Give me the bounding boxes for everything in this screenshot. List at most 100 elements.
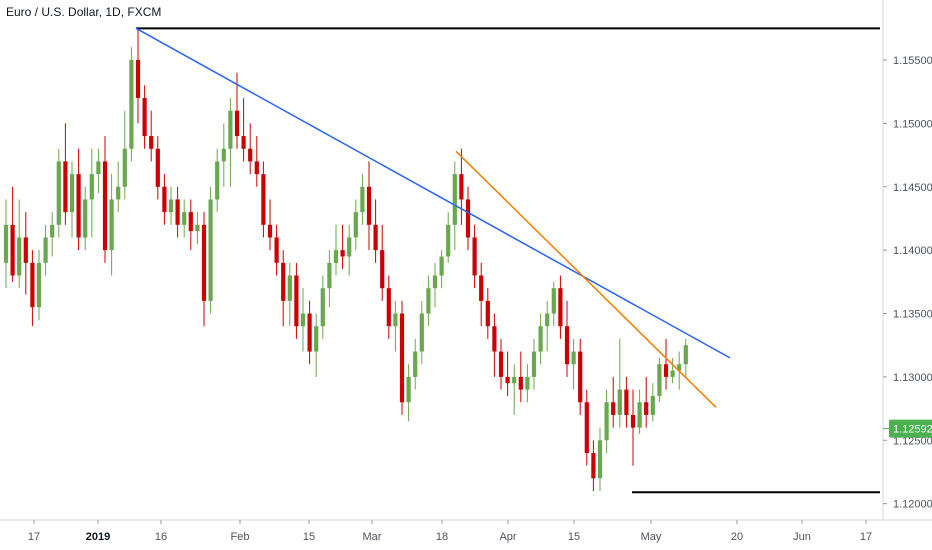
- candle-down: [63, 123, 68, 225]
- candle-down: [149, 110, 154, 162]
- candle-up: [657, 357, 662, 403]
- last-price-tag: 1.12592: [883, 419, 932, 438]
- candle-body: [102, 161, 108, 251]
- candle-body: [208, 199, 213, 301]
- candle-body: [228, 110, 233, 149]
- time-tick-label: Feb: [231, 531, 250, 543]
- candle-body: [122, 148, 127, 187]
- price-tick-label: 1.14500: [893, 182, 932, 194]
- candle-body: [485, 300, 490, 327]
- candle-up: [314, 313, 319, 377]
- candle-body: [347, 237, 352, 257]
- candle-body: [3, 224, 9, 263]
- candle-body: [201, 224, 207, 301]
- candle-up: [571, 338, 576, 390]
- candle-down: [465, 186, 471, 251]
- candle-up: [333, 224, 339, 276]
- candle-up: [393, 300, 398, 352]
- candle-down: [340, 224, 345, 270]
- candle-up: [406, 364, 411, 422]
- chart-title: Euro / U.S. Dollar, 1D, FXCM: [6, 5, 162, 19]
- candle-body: [50, 224, 55, 238]
- candle-up: [426, 275, 431, 327]
- price-axis[interactable]: 1.15500 1.15000 1.14500 1.14000 1.13500 1.130…: [882, 0, 932, 520]
- candle-down: [234, 72, 240, 149]
- orange-descending-trendline: [455, 150, 717, 408]
- candle-body: [43, 237, 48, 263]
- candle-body: [287, 275, 292, 301]
- candle-body: [663, 364, 669, 377]
- candle-down: [472, 224, 477, 289]
- time-tick-label: 17: [860, 531, 872, 543]
- time-tick-label: 17: [28, 531, 40, 543]
- candle-body: [36, 262, 42, 308]
- candle-body: [215, 161, 220, 200]
- candle-body: [465, 199, 471, 238]
- drawings-group[interactable]: [135, 27, 880, 494]
- candle-down: [307, 300, 312, 365]
- candle-down: [399, 300, 405, 415]
- candle-body: [637, 402, 642, 428]
- candle-body: [630, 414, 636, 428]
- candle-up: [3, 199, 9, 289]
- blue-descending-trendline: [135, 27, 731, 359]
- price-tick-label: 1.15500: [893, 55, 932, 67]
- candle-body: [386, 288, 391, 327]
- candle-down: [248, 123, 253, 175]
- candle-body: [221, 148, 226, 162]
- candle-down: [10, 186, 15, 282]
- candle-down: [175, 186, 180, 238]
- candle-down: [630, 389, 636, 466]
- candle-body: [76, 174, 81, 238]
- candle-up: [195, 212, 200, 244]
- candle-up: [215, 148, 220, 213]
- candle-down: [261, 161, 266, 238]
- candle-down: [366, 161, 372, 251]
- candle-down: [254, 136, 259, 187]
- candle-down: [558, 275, 563, 339]
- candle-up: [56, 148, 61, 238]
- candle-down: [274, 224, 279, 276]
- time-tick-label: 15: [568, 531, 580, 543]
- candle-body: [419, 313, 424, 352]
- candle-up: [116, 161, 121, 213]
- candle-body: [366, 186, 372, 225]
- candle-body: [175, 199, 180, 225]
- candle-body: [254, 161, 259, 175]
- candle-body: [617, 389, 622, 415]
- candle-body: [518, 376, 523, 390]
- candle-body: [281, 262, 286, 301]
- candle-body: [426, 288, 431, 314]
- candle-up: [439, 250, 444, 289]
- candle-down: [267, 199, 273, 251]
- candle-down: [644, 376, 649, 428]
- candle-up: [545, 300, 550, 352]
- candle-up: [320, 275, 325, 339]
- candle-up: [69, 161, 75, 238]
- candle-body: [188, 212, 193, 232]
- candle-up: [419, 300, 424, 365]
- candle-body: [162, 186, 167, 213]
- time-tick-label: 15: [303, 531, 315, 543]
- candle-down: [663, 338, 669, 390]
- candle-body: [23, 237, 28, 263]
- candle-body: [446, 224, 451, 257]
- time-tick-label: Jun: [793, 531, 811, 543]
- candle-body: [314, 326, 319, 352]
- candle-up: [617, 338, 622, 428]
- candle-body: [459, 174, 464, 200]
- candle-body: [498, 351, 504, 377]
- candle-body: [340, 250, 345, 257]
- candle-up: [221, 123, 226, 187]
- candle-up: [327, 250, 332, 308]
- time-tick-label: Mar: [363, 531, 382, 543]
- candle-body: [300, 313, 306, 327]
- candle-body: [413, 351, 418, 377]
- time-tick-label: 20: [731, 531, 743, 543]
- candle-body: [294, 275, 299, 327]
- candle-body: [320, 288, 325, 327]
- candle-down: [518, 351, 523, 403]
- time-axis[interactable]: 17 2019 16 Feb 15 Mar 18 Apr 15 May 20 Jun 17: [0, 519, 932, 543]
- candle-up: [347, 224, 352, 276]
